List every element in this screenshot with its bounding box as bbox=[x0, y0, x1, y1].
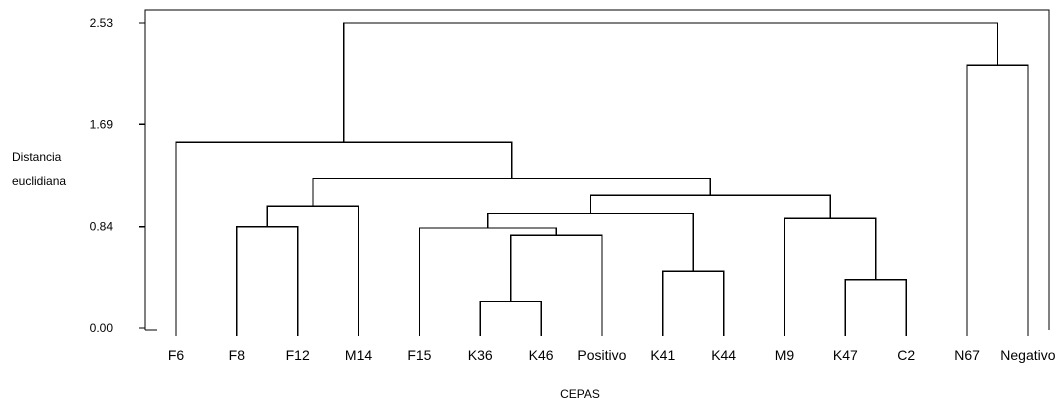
merge-link bbox=[783, 217, 877, 328]
merge-link bbox=[175, 141, 513, 328]
merge-link bbox=[236, 226, 299, 328]
merge-link bbox=[479, 300, 542, 328]
leaf-label: F15 bbox=[407, 347, 431, 363]
leaf-label: K36 bbox=[468, 347, 493, 363]
y-tick-label: 0.84 bbox=[90, 220, 114, 234]
leaf-label: K44 bbox=[711, 347, 736, 363]
leaf-label: Negativo bbox=[1000, 347, 1055, 363]
merge-link bbox=[343, 22, 999, 143]
leaf-label: K41 bbox=[650, 347, 675, 363]
merge-link bbox=[844, 279, 907, 328]
x-axis-title: CEPAS bbox=[560, 387, 600, 401]
y-axis-title-line-2: euclidiana bbox=[12, 174, 66, 188]
leaf-label: F12 bbox=[286, 347, 310, 363]
y-axis-title-line-1: Distancia bbox=[12, 150, 62, 164]
y-tick-label: 2.53 bbox=[90, 16, 114, 30]
leaf-label: F8 bbox=[229, 347, 246, 363]
y-tick-label: 1.69 bbox=[90, 117, 114, 131]
merge-link bbox=[662, 270, 725, 328]
merge-link bbox=[312, 177, 711, 207]
leaf-label: C2 bbox=[897, 347, 915, 363]
leaf-label: K46 bbox=[529, 347, 554, 363]
leaf-label: K47 bbox=[833, 347, 858, 363]
leaf-label: F6 bbox=[168, 347, 185, 363]
leaf-label: Positivo bbox=[577, 347, 626, 363]
plot-frame bbox=[144, 9, 1050, 330]
leaf-label: M14 bbox=[345, 347, 372, 363]
merge-link bbox=[266, 205, 360, 328]
merge-link bbox=[966, 64, 1029, 328]
leaf-label: M9 bbox=[775, 347, 795, 363]
merge-link bbox=[487, 212, 694, 272]
leaf-label: N67 bbox=[954, 347, 980, 363]
merge-link bbox=[418, 227, 557, 328]
merge-link bbox=[510, 234, 603, 328]
merge-link bbox=[589, 194, 831, 219]
y-tick-label: 0.00 bbox=[90, 321, 114, 335]
